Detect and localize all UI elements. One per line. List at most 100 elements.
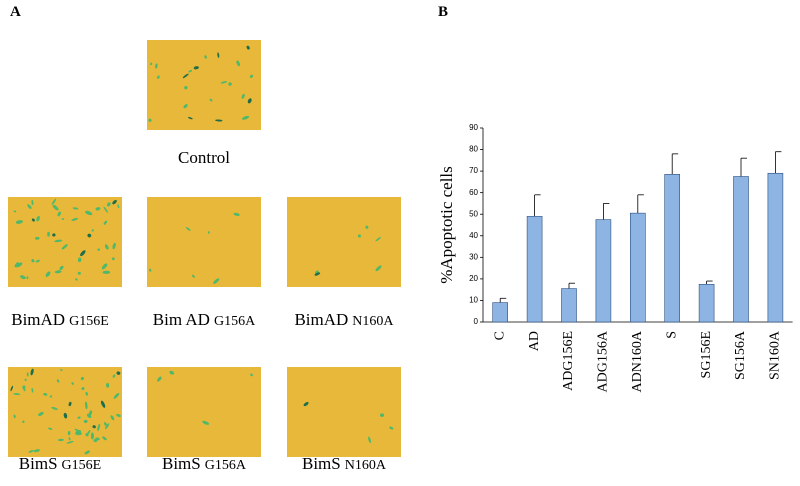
cell bbox=[90, 432, 94, 440]
cell bbox=[375, 265, 382, 272]
cell bbox=[213, 278, 220, 284]
cell bbox=[148, 268, 152, 272]
cell bbox=[103, 206, 108, 213]
cell bbox=[207, 231, 210, 234]
label-name: BimS bbox=[162, 454, 201, 473]
cell bbox=[88, 410, 93, 417]
x-tick-label: SN160A bbox=[768, 330, 783, 380]
cell bbox=[48, 427, 53, 430]
micrograph bbox=[147, 197, 261, 287]
cell bbox=[242, 115, 250, 120]
cell bbox=[26, 372, 29, 377]
cell bbox=[106, 202, 111, 207]
bar bbox=[561, 288, 577, 323]
cell bbox=[15, 262, 23, 268]
cell bbox=[20, 275, 26, 280]
x-tick-label: AD bbox=[527, 331, 542, 351]
cell bbox=[80, 250, 86, 257]
cell bbox=[368, 436, 372, 443]
label-mutation: G156E bbox=[69, 314, 109, 329]
bar bbox=[526, 216, 543, 323]
label-name: BimAD bbox=[294, 310, 348, 329]
bar bbox=[767, 172, 784, 323]
cell bbox=[249, 74, 254, 78]
cell bbox=[314, 272, 321, 276]
cell bbox=[106, 382, 110, 388]
cell bbox=[92, 425, 96, 429]
cell bbox=[113, 392, 120, 399]
cell bbox=[84, 401, 88, 410]
label-name: Bim AD bbox=[153, 310, 210, 329]
cell bbox=[91, 229, 94, 232]
cell bbox=[38, 411, 44, 417]
cell bbox=[35, 259, 40, 263]
cell bbox=[155, 63, 158, 69]
cell bbox=[77, 416, 81, 419]
cell bbox=[117, 204, 120, 209]
cell bbox=[185, 227, 191, 231]
cell bbox=[104, 244, 109, 250]
cell bbox=[184, 85, 188, 90]
cell bbox=[72, 207, 79, 210]
label-mutation: G156E bbox=[62, 458, 102, 473]
y-tick-label: 0 bbox=[474, 317, 479, 326]
cell bbox=[95, 437, 100, 441]
cell bbox=[110, 415, 115, 421]
micrograph bbox=[147, 40, 261, 130]
cell bbox=[183, 104, 188, 109]
cell bbox=[357, 234, 361, 238]
label-name: BimS bbox=[19, 454, 58, 473]
image-label: Control bbox=[178, 148, 230, 167]
cell bbox=[116, 413, 121, 418]
cell bbox=[45, 271, 51, 277]
cell bbox=[22, 420, 25, 423]
cell bbox=[104, 423, 110, 430]
cell bbox=[15, 220, 23, 224]
cell bbox=[74, 428, 82, 433]
cell bbox=[80, 376, 84, 381]
cell bbox=[52, 233, 56, 237]
cell bbox=[63, 412, 68, 419]
micrograph bbox=[147, 367, 261, 457]
cell bbox=[97, 248, 100, 251]
cell bbox=[31, 218, 35, 222]
cell bbox=[35, 236, 40, 240]
cell bbox=[380, 413, 385, 417]
cell bbox=[60, 369, 63, 372]
cell bbox=[22, 385, 26, 392]
y-tick-label: 90 bbox=[469, 123, 478, 132]
micrograph bbox=[8, 367, 122, 457]
cell bbox=[66, 441, 74, 444]
label-mutation: G156A bbox=[214, 314, 256, 329]
cell bbox=[67, 430, 71, 436]
x-tick-label: C bbox=[492, 331, 507, 340]
cell bbox=[112, 374, 116, 378]
cell bbox=[57, 211, 61, 217]
cell bbox=[24, 378, 27, 381]
y-tick-label: 30 bbox=[469, 252, 478, 261]
image-label: BimS N160A bbox=[302, 454, 387, 473]
x-tick-label: S bbox=[664, 331, 679, 339]
cell bbox=[116, 371, 121, 375]
cell bbox=[56, 379, 60, 383]
y-axis-label: %Apoptotic cells bbox=[437, 166, 456, 284]
x-tick-label: SG156A bbox=[733, 330, 748, 380]
cell bbox=[102, 436, 107, 441]
y-tick-label: 10 bbox=[469, 296, 478, 305]
image-label: BimAD G156E bbox=[11, 310, 109, 329]
y-tick-label: 80 bbox=[469, 145, 478, 154]
cell bbox=[220, 81, 228, 84]
cell bbox=[303, 401, 309, 407]
cell bbox=[61, 244, 68, 250]
cell bbox=[14, 261, 19, 268]
cell bbox=[182, 73, 189, 79]
cell bbox=[157, 376, 162, 382]
cell bbox=[86, 429, 91, 437]
bar bbox=[492, 302, 509, 323]
cell bbox=[30, 368, 34, 376]
cell bbox=[54, 239, 63, 243]
cell bbox=[43, 393, 48, 396]
cell bbox=[27, 204, 32, 209]
y-tick-label: 20 bbox=[469, 274, 478, 283]
